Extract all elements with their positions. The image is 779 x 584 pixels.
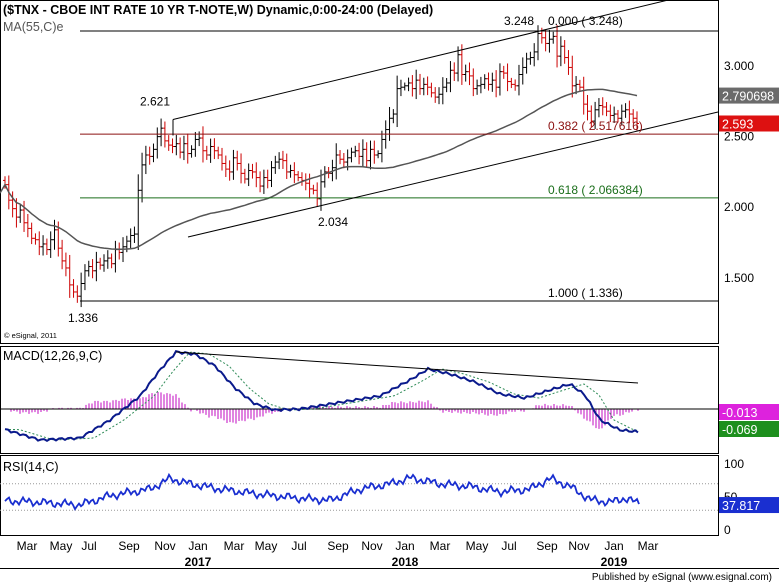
copyright-text: © eSignal, 2011 xyxy=(4,331,57,340)
price-annotation: 0.382 ( 2.517616) xyxy=(548,119,643,133)
macd-line xyxy=(4,350,639,442)
ma-label: MA(55,C)e xyxy=(3,20,63,34)
year-tick-label: 2017 xyxy=(185,555,212,569)
macd-badge xyxy=(719,421,779,437)
labels-layer: ($TNX - CBOE INT RATE 10 YR T-NOTE,W) Dy… xyxy=(3,3,772,583)
month-tick-label: Jan xyxy=(395,539,414,553)
price-ytick-label: 1.500 xyxy=(724,271,754,285)
price-badge xyxy=(719,87,779,104)
month-tick-label: Jan xyxy=(604,539,623,553)
month-tick-label: Sep xyxy=(536,539,558,553)
price-badge-label: 2.790698 xyxy=(722,90,774,104)
price-annotation: 0.000 ( 3.248) xyxy=(548,14,623,28)
rsi-badge xyxy=(719,497,779,514)
channel-upper-line xyxy=(172,0,671,121)
month-tick-label: May xyxy=(466,539,489,553)
month-tick-label: Jul xyxy=(81,539,96,553)
time-axis: Mar May Jul Sep Nov Jan Mar May Jul Sep Nov Jan Mar M… xyxy=(0,539,779,569)
price-annotation: 1.000 ( 1.336) xyxy=(548,286,623,300)
macd-signal-line xyxy=(5,351,639,441)
rsi-ytick-label: 100 xyxy=(724,457,744,471)
price-ytick-label: 3.000 xyxy=(724,59,754,73)
rsi-line xyxy=(4,472,640,511)
month-tick-label: Mar xyxy=(430,539,451,553)
month-tick-label: Nov xyxy=(154,539,175,553)
macd-panel: -0.013 -0.069 xyxy=(0,346,779,454)
price-annotation: 0.618 ( 2.066384) xyxy=(548,183,643,197)
price-panel-frame xyxy=(0,0,719,344)
month-tick-label: Sep xyxy=(327,539,349,553)
rsi-panel-frame xyxy=(0,455,719,536)
price-panel: 3.000 2.500 2.000 1.500 2.621 1.336 2.034 3.248… xyxy=(0,0,779,344)
rsi-title: RSI(14,C) xyxy=(3,460,59,474)
month-tick-label: Jul xyxy=(501,539,516,553)
month-tick-label: Nov xyxy=(568,539,589,553)
month-tick-label: Jul xyxy=(291,539,306,553)
rsi-badge-label: 37.817 xyxy=(722,499,760,513)
macd-title: MACD(12,26,9,C) xyxy=(3,349,102,363)
month-tick-label: Sep xyxy=(118,539,140,553)
month-tick-label: Jan xyxy=(188,539,207,553)
macd-badge-label: -0.013 xyxy=(722,406,757,420)
chart-title: ($TNX - CBOE INT RATE 10 YR T-NOTE,W) Dy… xyxy=(3,3,433,17)
price-annotation: 2.621 xyxy=(140,95,170,109)
price-badge-label: 2.593 xyxy=(722,117,753,131)
rsi-ytick-label: 0 xyxy=(724,523,731,537)
year-tick-label: 2019 xyxy=(601,555,628,569)
ma55-line xyxy=(0,88,638,250)
month-tick-label: Mar xyxy=(17,539,38,553)
month-tick-label: Mar xyxy=(224,539,245,553)
published-text: Published by eSignal (www.esignal.com) xyxy=(592,572,772,583)
price-badge xyxy=(719,115,779,132)
macd-trendline xyxy=(175,351,639,384)
price-annotation: 2.034 xyxy=(318,215,348,229)
macd-badge xyxy=(719,404,779,420)
month-tick-label: May xyxy=(50,539,73,553)
month-tick-label: Nov xyxy=(361,539,382,553)
year-tick-label: 2018 xyxy=(392,555,419,569)
month-tick-label: Mar xyxy=(638,539,659,553)
price-ytick-label: 2.000 xyxy=(724,200,754,214)
price-annotation: 3.248 xyxy=(504,14,534,28)
channel-lower-line xyxy=(187,111,719,238)
price-ytick-label: 2.500 xyxy=(724,130,754,144)
month-tick-label: May xyxy=(255,539,278,553)
price-annotation: 1.336 xyxy=(68,311,98,325)
macd-badge-label: -0.069 xyxy=(722,423,757,437)
